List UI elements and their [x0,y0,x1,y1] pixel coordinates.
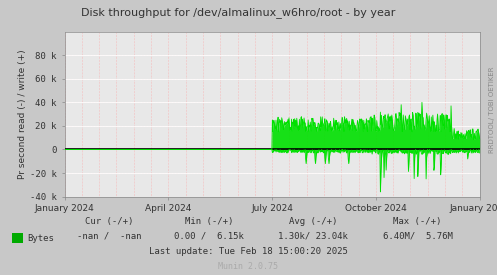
Text: Cur (-/+): Cur (-/+) [85,217,134,226]
Y-axis label: Pr second read (-) / write (+): Pr second read (-) / write (+) [18,49,27,179]
Text: Max (-/+): Max (-/+) [393,217,442,226]
Text: Avg (-/+): Avg (-/+) [289,217,337,226]
Text: 1.30k/ 23.04k: 1.30k/ 23.04k [278,231,348,240]
Text: Min (-/+): Min (-/+) [184,217,233,226]
Text: RRDTOOL/ TOBI OETIKER: RRDTOOL/ TOBI OETIKER [489,67,495,153]
Text: 0.00 /  6.15k: 0.00 / 6.15k [174,231,244,240]
Text: Munin 2.0.75: Munin 2.0.75 [219,262,278,271]
Text: Disk throughput for /dev/almalinux_w6hro/root - by year: Disk throughput for /dev/almalinux_w6hro… [82,7,396,18]
Text: 6.40M/  5.76M: 6.40M/ 5.76M [383,231,452,240]
Text: Bytes: Bytes [27,234,54,243]
Text: Last update: Tue Feb 18 15:00:20 2025: Last update: Tue Feb 18 15:00:20 2025 [149,248,348,256]
Text: -nan /  -nan: -nan / -nan [77,231,142,240]
